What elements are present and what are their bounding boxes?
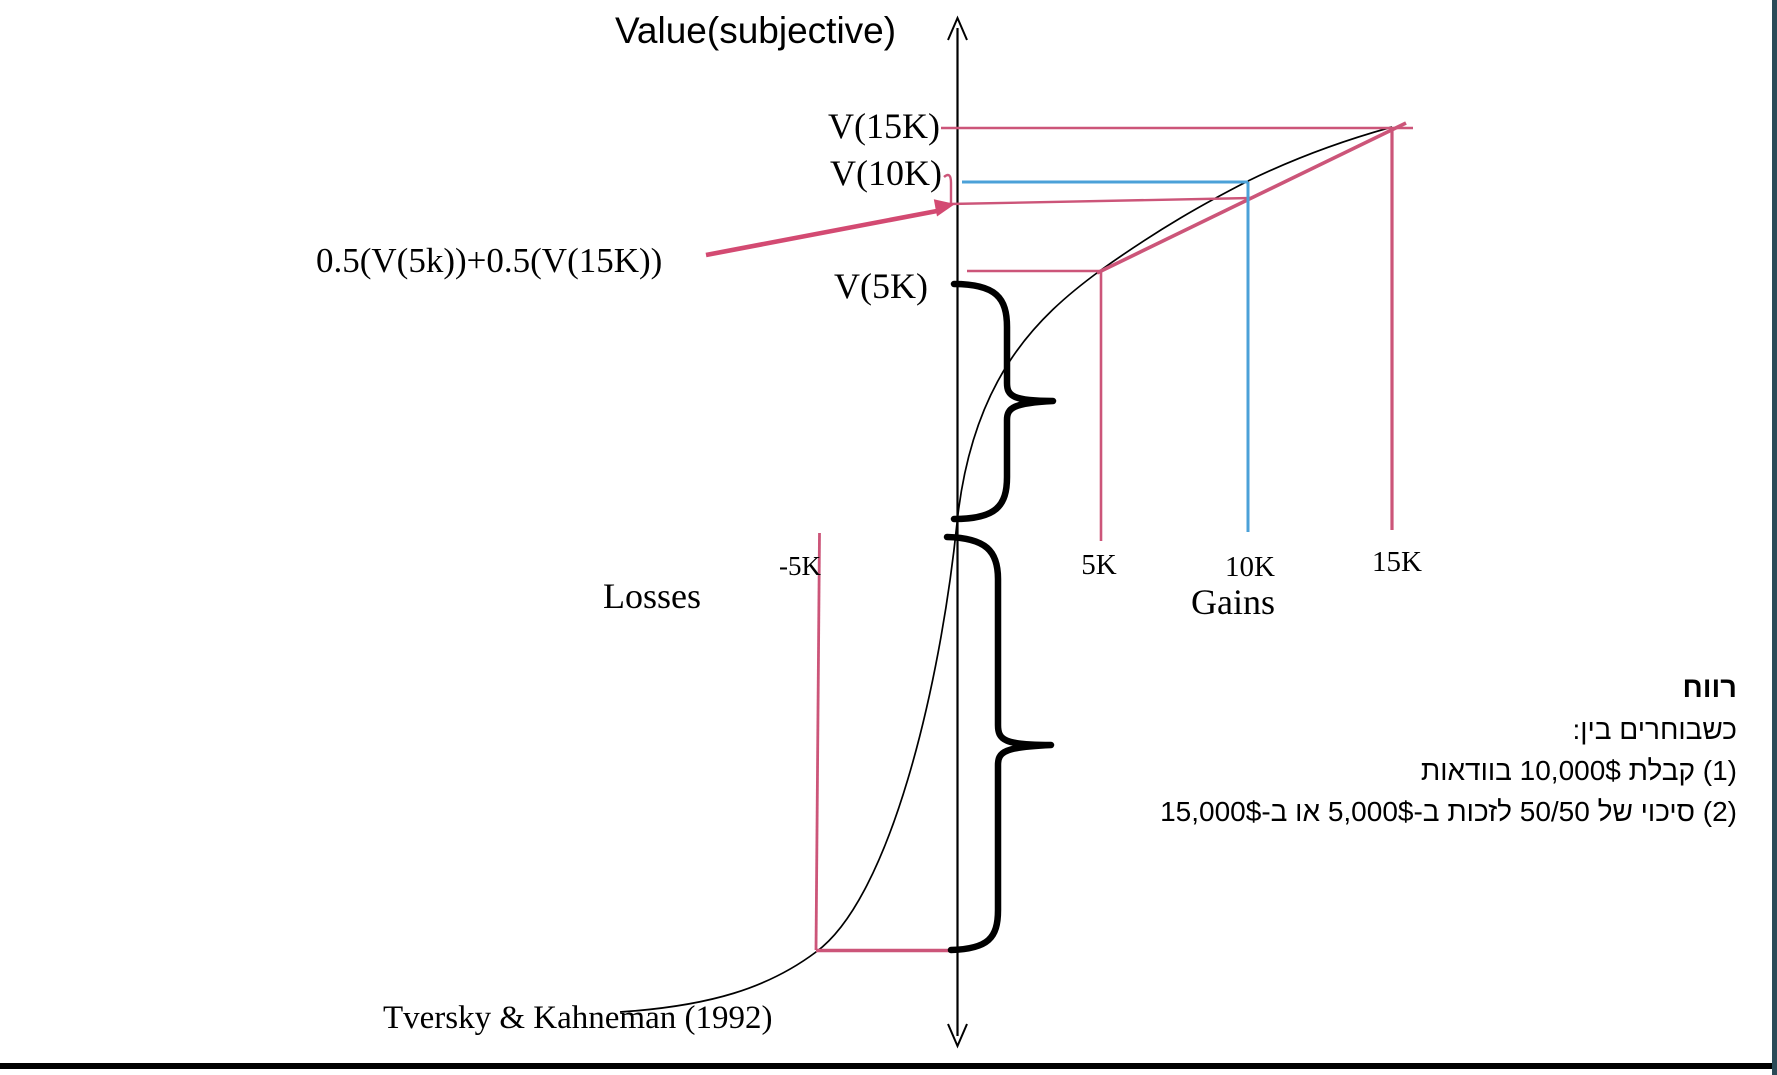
hebrew-note-line3: (2) סיכוי של 50/50 לזכות ב-5,000$ או ב-1… — [1160, 796, 1737, 827]
mix-value-projection-line — [948, 196, 1252, 206]
axis-arrow-up-icon — [947, 15, 968, 41]
hebrew-note-line1: כשבוחרים בין: — [1572, 714, 1737, 745]
gain-value-brace — [950, 280, 1057, 523]
slide-bottom-border — [0, 1063, 1777, 1069]
v10k-label: V(10K) — [830, 153, 942, 193]
tick-15k: 15K — [1372, 546, 1422, 578]
v5k-label: V(5K) — [834, 266, 928, 306]
losses-label: Losses — [603, 576, 701, 616]
loss-value-brace — [943, 533, 1055, 954]
mix-annotation-arrow-line — [705, 208, 938, 258]
source-caption: Tversky & Kahneman (1992) — [383, 1000, 773, 1036]
tick-neg5k: -5K — [779, 551, 821, 581]
mix-annotation-arrowhead-icon — [933, 199, 955, 217]
hebrew-note-heading: רווח — [1682, 672, 1737, 704]
mix-axis-hook-line — [943, 173, 953, 206]
gains-label: Gains — [1191, 582, 1275, 622]
gamble-chord-line — [1096, 121, 1407, 275]
tick-10k: 10K — [1225, 551, 1275, 583]
axis-arrow-down-icon — [947, 1023, 968, 1049]
slide-right-border — [1772, 0, 1777, 1075]
hebrew-note: רווח כשבוחרים בין: (1) קבלת 10,000$ בווד… — [1160, 668, 1737, 832]
tick-5k: 5K — [1081, 549, 1117, 581]
mix-value-label: 0.5(V(5k))+0.5(V(15K)) — [316, 241, 663, 280]
chart-title: Value(subjective) — [615, 10, 897, 51]
hebrew-note-line2: (1) קבלת 10,000$ בוודאות — [1420, 755, 1737, 786]
v15k-label: V(15K) — [828, 106, 940, 146]
dropline-neg5k — [814, 532, 821, 951]
